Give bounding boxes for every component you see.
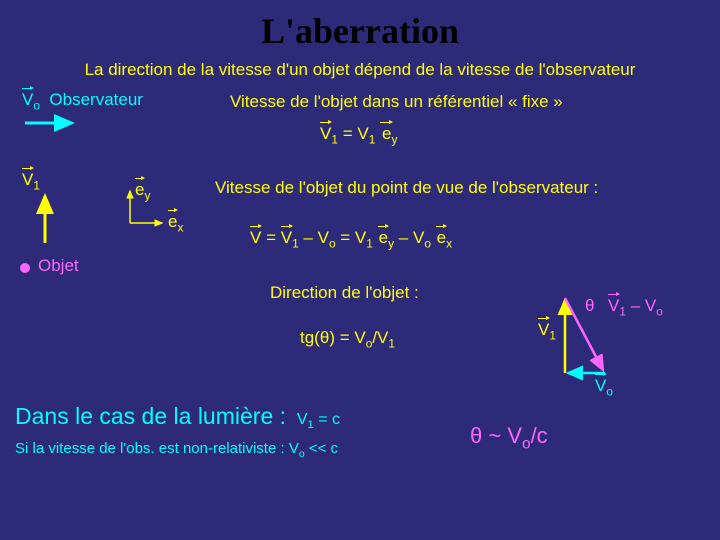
light-case-text: Dans le cas de la lumière : V1 = c	[15, 403, 340, 431]
tri-diff-label: V1 – Vo	[608, 296, 663, 318]
tri-vo-label: Vo	[595, 376, 613, 398]
nonrel-text: Si la vitesse de l'obs. est non-relativi…	[15, 440, 338, 460]
tri-v1-label: V1	[538, 320, 556, 342]
tri-theta-label: θ	[585, 296, 594, 316]
approx-eq: θ ~ Vo/c	[470, 423, 548, 453]
slide-title: L'aberration	[0, 0, 720, 52]
triangle-diagram-icon	[0, 88, 720, 408]
content-area: Vo Observateur V1 ey ex Objet Vitesse de…	[0, 88, 720, 518]
slide-subtitle: La direction de la vitesse d'un objet dé…	[0, 52, 720, 88]
